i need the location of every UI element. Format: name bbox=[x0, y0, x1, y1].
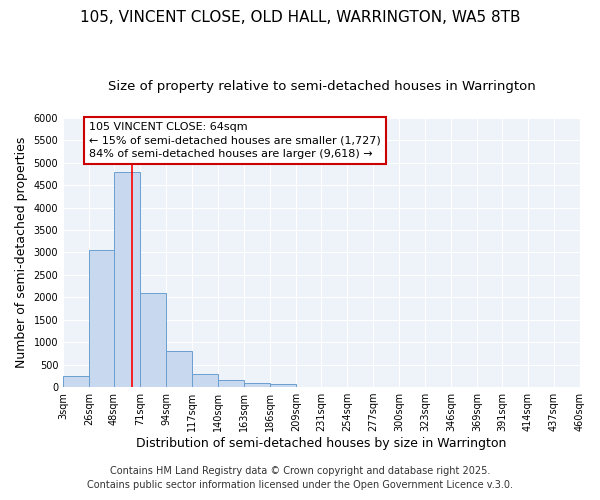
Y-axis label: Number of semi-detached properties: Number of semi-detached properties bbox=[15, 136, 28, 368]
Bar bbox=[270, 384, 296, 387]
Text: Contains HM Land Registry data © Crown copyright and database right 2025.
Contai: Contains HM Land Registry data © Crown c… bbox=[87, 466, 513, 490]
Title: Size of property relative to semi-detached houses in Warrington: Size of property relative to semi-detach… bbox=[108, 80, 535, 93]
Text: 105 VINCENT CLOSE: 64sqm
← 15% of semi-detached houses are smaller (1,727)
84% o: 105 VINCENT CLOSE: 64sqm ← 15% of semi-d… bbox=[89, 122, 381, 158]
X-axis label: Distribution of semi-detached houses by size in Warrington: Distribution of semi-detached houses by … bbox=[136, 437, 507, 450]
Bar bbox=[140, 293, 166, 387]
Bar bbox=[244, 382, 270, 387]
Text: 105, VINCENT CLOSE, OLD HALL, WARRINGTON, WA5 8TB: 105, VINCENT CLOSE, OLD HALL, WARRINGTON… bbox=[80, 10, 520, 25]
Bar bbox=[89, 250, 114, 387]
Bar bbox=[218, 380, 244, 387]
Bar bbox=[166, 351, 192, 387]
Bar bbox=[114, 172, 140, 387]
Bar bbox=[192, 374, 218, 387]
Bar bbox=[63, 376, 89, 387]
